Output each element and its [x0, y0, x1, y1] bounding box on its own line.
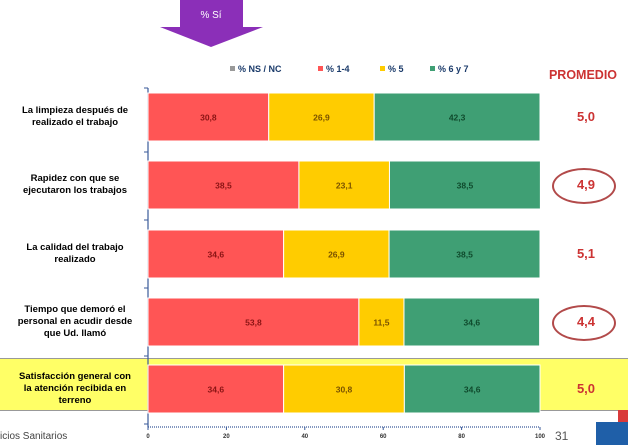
data-label: 34,6: [464, 385, 481, 395]
data-label: 30,8: [336, 385, 353, 395]
category-label: Tiempo que demoró el personal en acudir …: [17, 304, 133, 339]
x-tick-label: 40: [301, 434, 308, 440]
data-label: 26,9: [313, 113, 330, 123]
average-value: 4,4: [576, 314, 596, 329]
corner-decoration-blue: [596, 422, 628, 445]
data-label: 34,6: [208, 385, 225, 395]
data-label: 34,6: [208, 250, 225, 260]
data-label: 53,8: [245, 318, 262, 328]
bar-segment: [147, 364, 285, 414]
bar-segment: [403, 297, 541, 347]
legend-entry: % 1-4: [326, 64, 350, 74]
legend-swatch: [430, 66, 435, 71]
x-tick-label: 60: [380, 434, 387, 440]
bar-segment: [388, 160, 541, 210]
average-value: 5,0: [576, 381, 596, 396]
average-value: 5,0: [576, 109, 596, 124]
legend-swatch: [318, 66, 323, 71]
legend-entry: % 5: [388, 64, 404, 74]
plot-area: 0 20 40 60 80 100 30,8 26,9 42,3 38,5 23,1 38,5 34,6…: [144, 87, 546, 440]
data-label: 38,5: [456, 250, 473, 260]
category-label: Rapidez con que se ejecutaron los trabaj…: [22, 173, 127, 196]
bar-segment: [147, 92, 270, 142]
average-ring: [552, 168, 616, 204]
bar-segment: [373, 92, 541, 142]
bar-segment: [403, 364, 541, 414]
legend-entry: % 6 y 7: [438, 64, 469, 74]
bar-segment: [298, 160, 390, 210]
bar-segment: [358, 297, 405, 347]
legend: % NS / NC % 1-4 % 5 % 6 y 7: [230, 64, 469, 74]
bar-segment: [147, 297, 360, 347]
average-value: 4,9: [576, 177, 596, 192]
data-label: 38,5: [215, 181, 232, 191]
data-label: 11,5: [373, 318, 389, 328]
bar-segment: [283, 229, 390, 279]
data-label: 26,9: [328, 250, 345, 260]
bar-segment: [268, 92, 375, 142]
category-label: La calidad del trabajo realizado: [26, 242, 124, 265]
x-tick-label: 20: [223, 434, 230, 440]
x-tick-label: 80: [458, 434, 465, 440]
x-tick-label: 100: [535, 434, 546, 440]
category-label: La limpieza después de realizado el trab…: [21, 105, 129, 128]
bar-segment: [147, 160, 300, 210]
data-label: 38,5: [457, 181, 474, 191]
bar-segment: [388, 229, 541, 279]
average-header: PROMEDIO: [548, 68, 618, 82]
footer-text: icios Sanitarios: [0, 431, 68, 442]
legend-swatch: [380, 66, 385, 71]
data-label: 30,8: [200, 113, 217, 123]
category-label: Satisfacción general con la atención rec…: [19, 371, 131, 406]
arrow-header: % Sí: [160, 0, 263, 47]
data-label: 23,1: [336, 181, 353, 191]
bar-segment: [147, 229, 285, 279]
average-ring: [552, 305, 616, 341]
page-number: 31: [555, 429, 569, 443]
data-label: 42,3: [449, 113, 466, 123]
corner-decoration-red: [618, 410, 628, 424]
average-value: 5,1: [576, 246, 596, 261]
data-label: 34,6: [464, 318, 481, 328]
arrow-label: % Sí: [200, 10, 221, 21]
bar-segment: [283, 364, 405, 414]
legend-entry: % NS / NC: [238, 64, 282, 74]
legend-swatch: [230, 66, 235, 71]
x-tick-label: 0: [146, 434, 150, 440]
